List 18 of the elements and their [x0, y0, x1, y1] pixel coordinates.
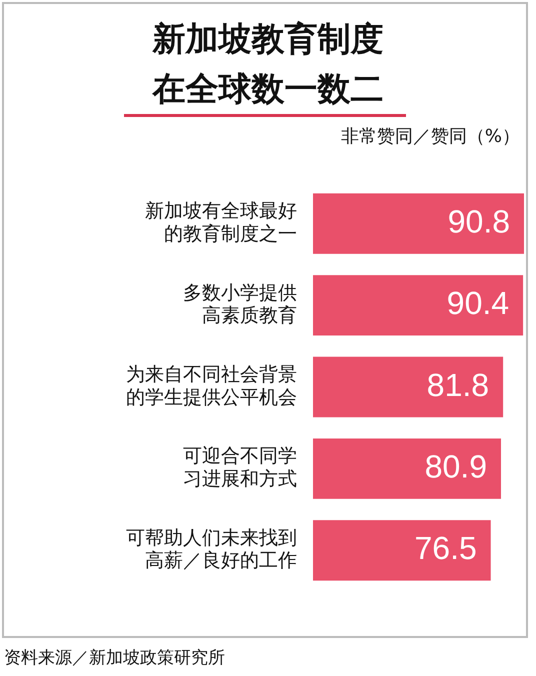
chart-subtitle: 非常赞同／赞同（%）: [340, 125, 520, 148]
chart-title: 新加坡教育制度在全球数一数二: [151, 18, 384, 110]
y-tick-label: 为来自不同社会背景的学生提供公平机会: [126, 364, 297, 408]
bar: [313, 438, 501, 499]
bar: [313, 275, 524, 336]
data-label: 90.4: [446, 285, 510, 322]
bar: [313, 520, 491, 581]
data-label: 76.5: [414, 530, 477, 566]
y-tick-label: 可迎合不同学习进展和方式: [183, 445, 297, 490]
y-tick-label: 可帮助人们未来找到高薪／良好的工作: [126, 526, 297, 572]
data-label: 90.8: [448, 203, 510, 240]
bar: [313, 193, 524, 254]
data-label: 80.9: [424, 448, 487, 485]
bar: [313, 356, 504, 418]
y-tick-label: 多数小学提供高素质教育: [183, 282, 297, 327]
text: 资料来源／新加坡政策研究所: [4, 647, 225, 669]
data-label: 81.8: [426, 366, 490, 403]
y-tick-label: 新加坡有全球最好的教育制度之一: [145, 200, 297, 245]
